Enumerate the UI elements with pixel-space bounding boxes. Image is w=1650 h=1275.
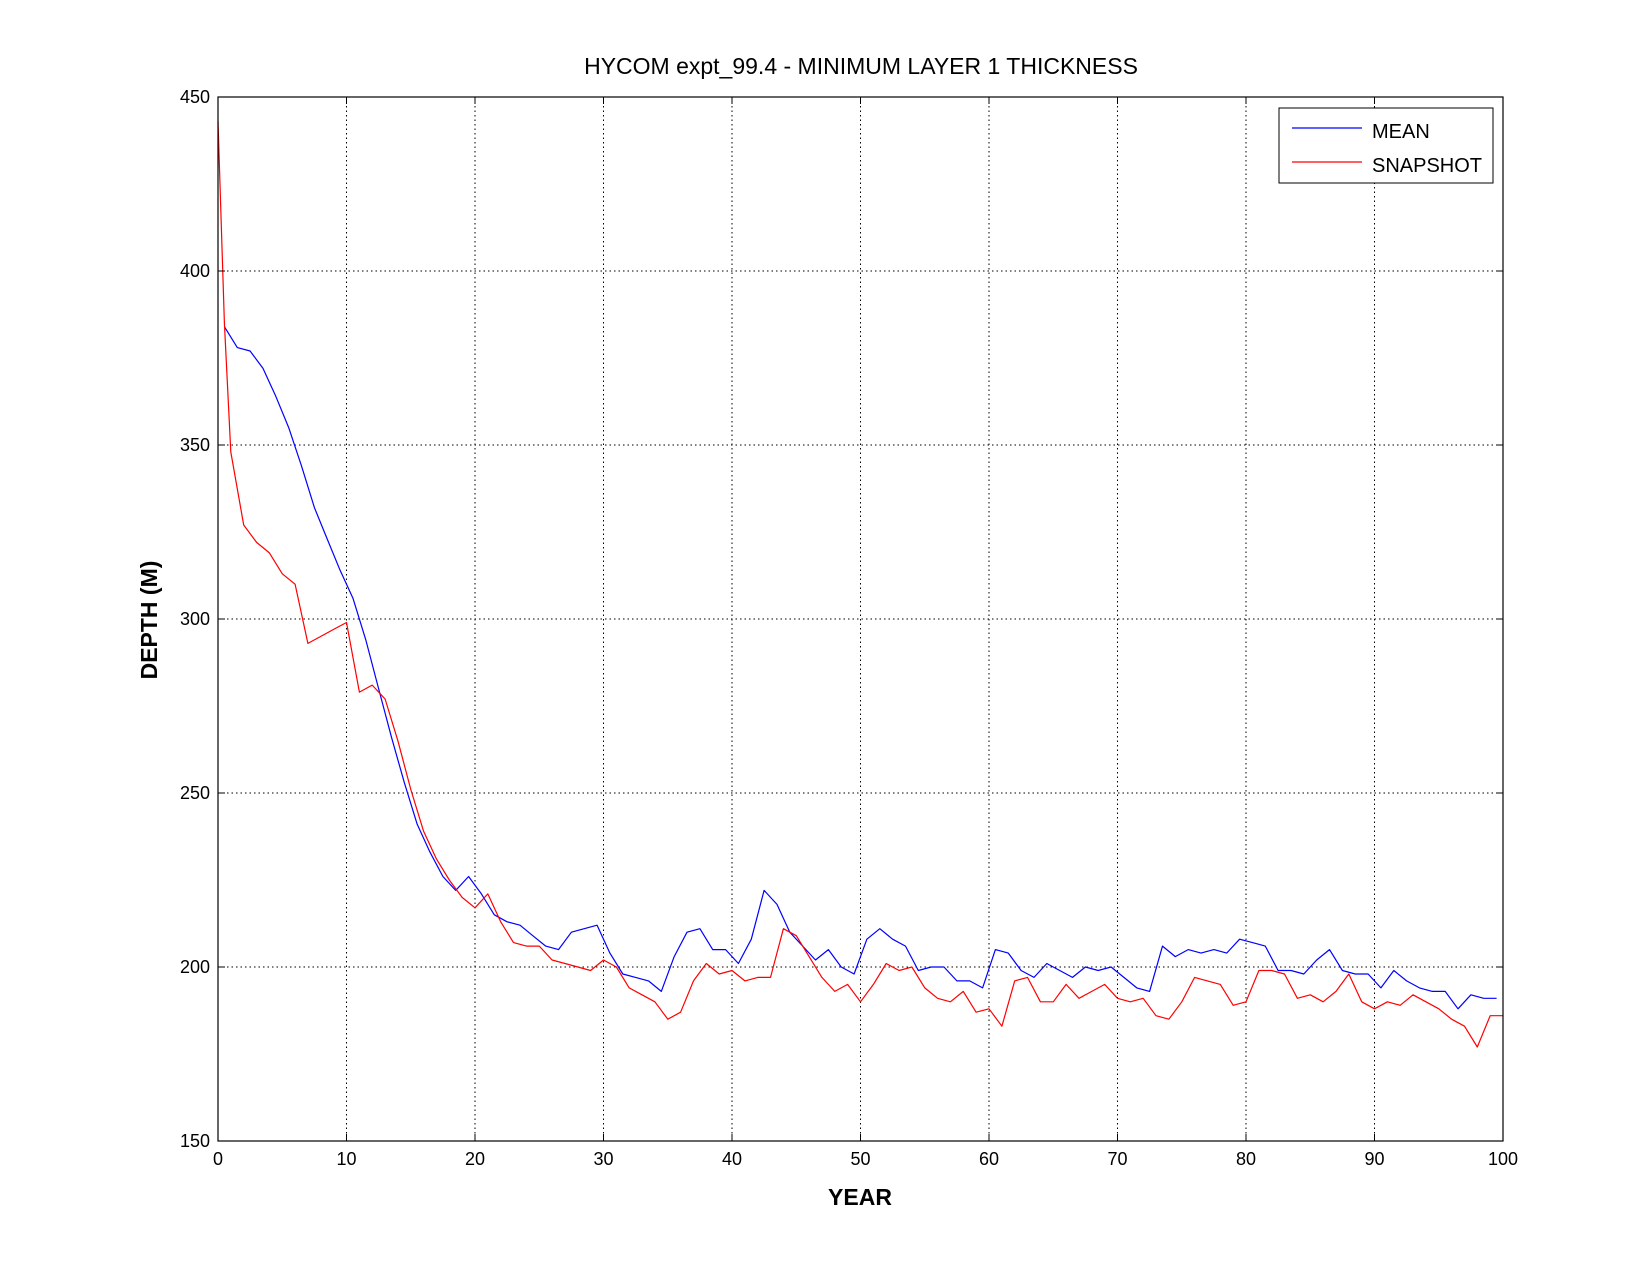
x-tick-label: 50 [850,1149,870,1169]
grid [218,97,1503,1141]
y-tick-label: 250 [180,783,210,803]
axis-ticks: 0 10 20 30 40 50 60 70 80 90 100 150 200 250 300 350 400… [180,87,1518,1169]
y-tick-label: 350 [180,435,210,455]
legend-box [1278,107,1494,184]
x-tick-label: 10 [336,1149,356,1169]
x-tick-label: 20 [465,1149,485,1169]
x-tick-label: 60 [979,1149,999,1169]
series-lines [217,121,1503,1048]
x-tick-label: 70 [1107,1149,1127,1169]
series-line-mean [223,326,1497,1010]
legend-label-mean: MEAN [1372,121,1430,143]
legend: MEAN SNAPSHOT [1278,107,1494,184]
series-line-snapshot [217,121,1503,1048]
y-tick-label: 300 [180,609,210,629]
y-tick-label: 150 [180,1131,210,1151]
y-tick-label: 450 [180,87,210,107]
y-tick-label: 200 [180,957,210,977]
x-tick-label: 100 [1488,1149,1518,1169]
y-axis-label: DEPTH (M) [136,561,162,680]
x-tick-label: 0 [213,1149,223,1169]
chart-title: HYCOM expt_99.4 - MINIMUM LAYER 1 THICKN… [584,53,1138,79]
x-tick-label: 30 [593,1149,613,1169]
x-axis-label: YEAR [828,1184,892,1210]
x-tick-label: 80 [1236,1149,1256,1169]
legend-label-snapshot: SNAPSHOT [1372,155,1482,177]
x-tick-label: 40 [722,1149,742,1169]
x-tick-label: 90 [1364,1149,1384,1169]
y-tick-label: 400 [180,261,210,281]
